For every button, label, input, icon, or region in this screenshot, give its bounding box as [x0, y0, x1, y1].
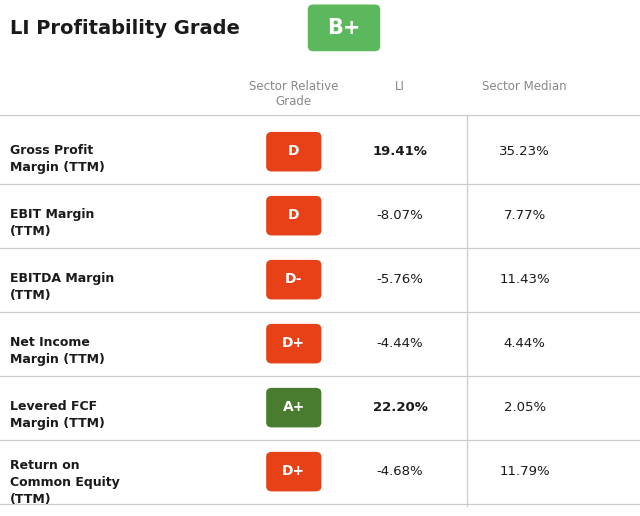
Text: 11.43%: 11.43% — [499, 273, 550, 286]
Text: D-: D- — [285, 271, 303, 286]
Text: Levered FCF
Margin (TTM): Levered FCF Margin (TTM) — [10, 400, 104, 430]
Text: D+: D+ — [282, 335, 305, 350]
Text: 7.77%: 7.77% — [504, 209, 546, 222]
FancyBboxPatch shape — [267, 197, 321, 235]
Text: -5.76%: -5.76% — [376, 273, 424, 286]
Text: Sector Relative
Grade: Sector Relative Grade — [249, 80, 339, 108]
Text: -8.07%: -8.07% — [376, 209, 424, 222]
FancyBboxPatch shape — [267, 133, 321, 171]
FancyBboxPatch shape — [267, 325, 321, 363]
Text: 2.05%: 2.05% — [504, 401, 546, 414]
Text: Gross Profit
Margin (TTM): Gross Profit Margin (TTM) — [10, 144, 104, 174]
Text: -4.44%: -4.44% — [377, 337, 423, 350]
FancyBboxPatch shape — [267, 389, 321, 427]
Text: 4.44%: 4.44% — [504, 337, 546, 350]
Text: LI: LI — [395, 80, 405, 93]
FancyBboxPatch shape — [308, 5, 380, 51]
Text: Sector Median: Sector Median — [483, 80, 567, 93]
Text: Net Income
Margin (TTM): Net Income Margin (TTM) — [10, 336, 104, 366]
Text: -4.68%: -4.68% — [377, 465, 423, 478]
Text: EBIT Margin
(TTM): EBIT Margin (TTM) — [10, 208, 94, 238]
Text: D: D — [288, 207, 300, 222]
Text: D: D — [288, 143, 300, 158]
Text: D+: D+ — [282, 463, 305, 478]
Text: EBITDA Margin
(TTM): EBITDA Margin (TTM) — [10, 272, 114, 302]
FancyBboxPatch shape — [267, 261, 321, 299]
Text: 22.20%: 22.20% — [372, 401, 428, 414]
Text: 19.41%: 19.41% — [372, 145, 428, 158]
Text: Return on
Common Equity
(TTM): Return on Common Equity (TTM) — [10, 459, 119, 506]
Text: 35.23%: 35.23% — [499, 145, 550, 158]
FancyBboxPatch shape — [267, 453, 321, 491]
Text: LI Profitability Grade: LI Profitability Grade — [10, 19, 239, 38]
Text: B+: B+ — [327, 18, 361, 38]
Text: A+: A+ — [283, 399, 305, 414]
Text: 11.79%: 11.79% — [499, 465, 550, 478]
